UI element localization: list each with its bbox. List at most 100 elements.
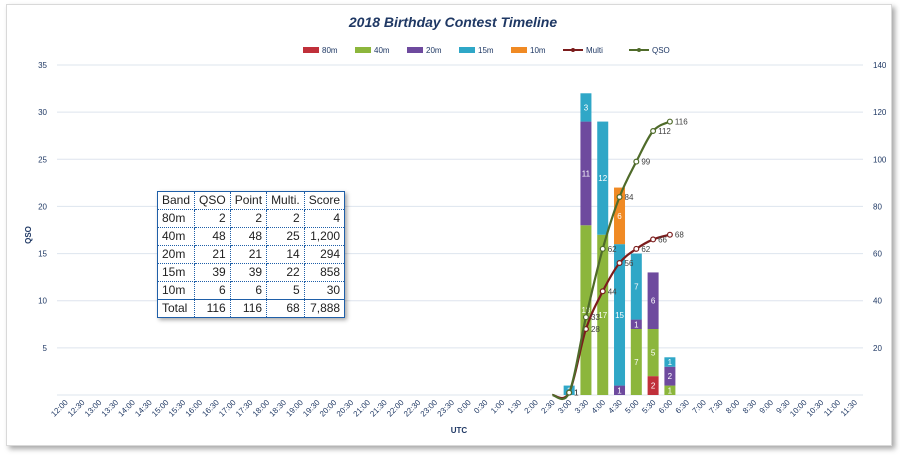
legend-swatch-40m [355,47,371,53]
x-tick-label: 15:00 [150,398,171,419]
x-tick-label: 1:30 [506,398,524,416]
cell-band: Total [157,299,196,318]
bar-segment-20m [630,319,642,329]
line-point-QSO [616,194,623,201]
line-value-label: 62 [608,245,617,254]
bar-value-label: 1 [668,386,673,395]
y2-tick-label: 40 [873,297,882,306]
cell-point: 21 [230,245,268,264]
bar-segment-10m [614,187,626,245]
x-tick-label: 20:00 [318,398,339,419]
cell-point: 116 [230,299,268,318]
line-value-label: 112 [658,127,671,136]
bar-segment-40m [580,225,592,395]
x-tick-label: 23:00 [419,398,440,419]
x-tick-label: 3:30 [573,398,591,416]
bar-segment-15m [630,253,642,320]
x-tick-label: 23:30 [435,398,456,419]
bar-segment-40m [664,385,676,395]
x-tick-label: 7:30 [707,398,725,416]
y-tick-label: 20 [38,202,47,211]
line-value-label: 62 [641,245,650,254]
cell-qso: 21 [194,245,231,264]
x-tick-label: 20:30 [335,398,356,419]
x-tick-label: 14:00 [116,398,137,419]
header-band: Band [157,191,196,210]
x-tick-label: 11:30 [839,398,859,418]
x-tick-label: 21:30 [368,398,389,419]
cell-multi: 22 [266,263,305,282]
bar-value-label: 6 [617,212,622,221]
legend-label-Multi: Multi [586,46,603,55]
x-tick-label: 19:30 [301,398,322,419]
line-value-label: 56 [625,259,634,268]
chart-frame: 2018 Birthday Contest Timeline 118113171… [6,4,892,446]
y2-tick-label: 20 [873,344,882,353]
x-tick-label: 13:30 [100,398,121,419]
table-row: 10m 6 6 5 30 [157,281,346,300]
line-value-label: 116 [675,118,688,127]
line-value-label: 44 [608,287,617,296]
x-tick-label: 11:00 [822,398,842,418]
bar-value-label: 2 [668,372,673,381]
x-tick-label: 2:00 [523,398,541,416]
y2-tick-label: 100 [873,155,887,164]
x-tick-label: 6:30 [674,398,692,416]
line-value-label: 1 [574,389,579,398]
cell-multi: 25 [266,227,305,246]
y2-tick-label: 80 [873,202,882,211]
line-value-label: 68 [675,231,684,240]
bar-value-label: 11 [582,169,591,178]
bar-value-label: 7 [634,358,639,367]
line-point-Multi [599,288,606,295]
y-tick-label: 30 [38,108,47,117]
table-row: 15m 39 39 22 858 [157,263,346,282]
x-tick-label: 3:00 [556,398,574,416]
x-tick-label: 8:00 [724,398,742,416]
legend-swatch-10m [511,47,527,53]
x-tick-label: 5:30 [640,398,658,416]
line-value-label: 84 [625,193,634,202]
bar-segment-80m [647,376,659,395]
y-tick-label: 15 [38,250,47,259]
y-tick-label: 10 [38,297,47,306]
stacked-bars: 11811317121156717256121 [563,93,676,395]
line-point-QSO [582,314,589,321]
legend-label-15m: 15m [478,46,494,55]
legend-marker-Multi [571,48,575,52]
x-tick-label: 2:30 [539,398,557,416]
y2-tick-label: 120 [873,108,887,117]
cell-score: 1,200 [304,227,346,246]
legend-label-80m: 80m [322,46,338,55]
chart-title: 2018 Birthday Contest Timeline [348,14,557,30]
cell-qso: 2 [194,209,231,228]
line-point-Multi [616,260,623,267]
line-point-QSO [599,245,606,252]
cell-score: 4 [304,209,346,228]
x-tick-label: 16:00 [184,398,205,419]
x-tick-label: 16:30 [200,398,221,419]
x-tick-label: 10:30 [805,398,826,419]
bar-value-label: 2 [651,382,656,391]
line-point-Multi [666,231,673,238]
y-axis-title: QSO [24,226,33,244]
bar-segment-40m [597,234,609,395]
cell-band: 10m [157,281,196,300]
bar-value-label: 6 [651,297,656,306]
table-row: 20m 21 21 14 294 [157,245,346,264]
x-tick-label: 22:00 [385,398,406,419]
cell-qso: 48 [194,227,231,246]
cell-multi: 2 [266,209,305,228]
line-point-Multi [650,236,657,243]
line-point-QSO [666,118,673,125]
cell-multi: 14 [266,245,305,264]
cell-point: 2 [230,209,268,228]
x-tick-label: 17:30 [234,398,255,419]
x-tick-label: 18:30 [268,398,289,419]
table-row: 40m 48 48 25 1,200 [157,227,346,246]
cell-multi: 5 [266,281,305,300]
cell-band: 40m [157,227,196,246]
x-tick-label: 15:30 [167,398,188,419]
line-value-label: 28 [591,325,600,334]
